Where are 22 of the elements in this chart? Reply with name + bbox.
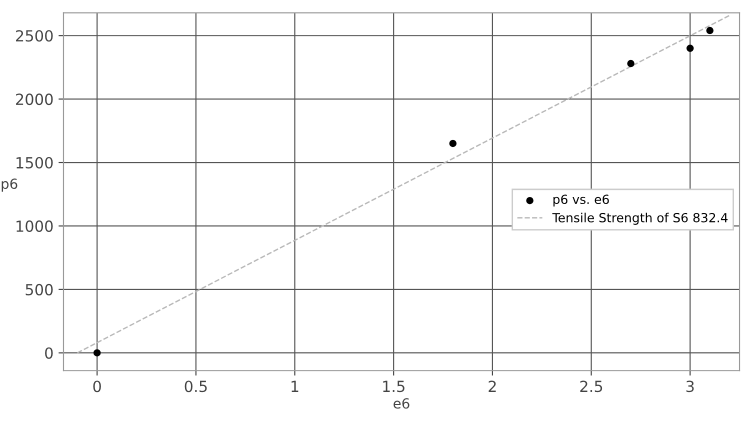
point	[686, 44, 694, 52]
y-tick-label: 1500	[16, 156, 53, 169]
point	[93, 349, 101, 356]
x-tick-label: 1	[292, 380, 298, 392]
x-tick-label: 2	[488, 380, 496, 392]
y-tick-label: 0	[45, 347, 53, 359]
x-axis-title: e6	[394, 398, 410, 409]
y-tick-label: 1000	[16, 220, 53, 232]
x-tick-label: 3	[686, 380, 694, 392]
x-tick-label: 0	[93, 380, 101, 392]
x-tick-label: 0.5	[184, 380, 207, 392]
y-axis-title: p6	[2, 178, 18, 192]
legend-label: Tensile Strength of S6 832.4	[552, 212, 728, 225]
y-tick-label: 2500	[16, 30, 53, 42]
point	[449, 140, 457, 148]
point	[706, 26, 714, 34]
point	[627, 60, 634, 68]
x-tick-label: 2.5	[580, 380, 602, 392]
y-tick-label: 2000	[16, 94, 53, 106]
y-tick-label: 500	[26, 284, 53, 296]
x-tick-label: 1.5	[383, 380, 404, 392]
legend-label: p6 vs. e6	[553, 194, 609, 206]
